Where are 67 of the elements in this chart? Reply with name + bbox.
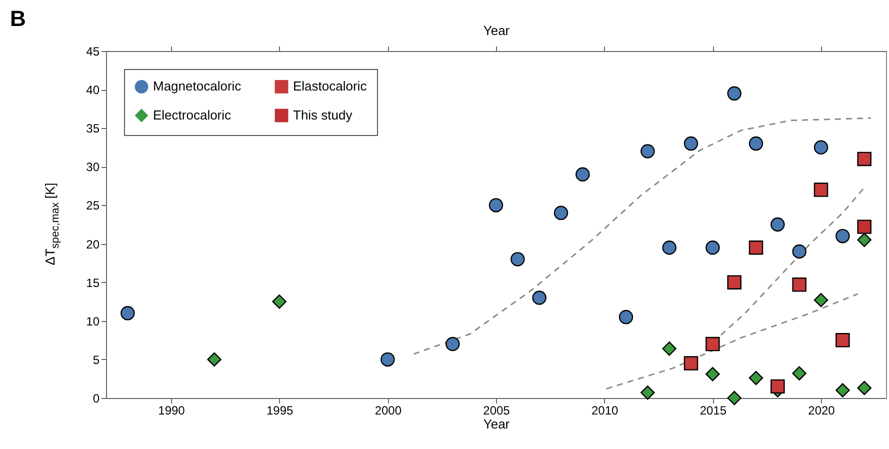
x-tick-label: 2020 bbox=[808, 404, 836, 418]
point bbox=[640, 144, 655, 158]
point bbox=[510, 252, 525, 266]
point bbox=[770, 379, 785, 394]
y-tick-label: 0 bbox=[92, 392, 100, 406]
point bbox=[857, 152, 872, 166]
y-tick-label: 40 bbox=[86, 83, 100, 98]
point bbox=[814, 292, 828, 308]
point bbox=[207, 352, 222, 367]
point bbox=[857, 232, 872, 248]
x-tick-label: 1995 bbox=[266, 404, 294, 418]
x-tick-label: 1990 bbox=[158, 404, 186, 418]
point bbox=[727, 390, 742, 406]
x-tick-label: 2000 bbox=[374, 404, 402, 418]
y-tick-label: 25 bbox=[86, 198, 100, 213]
x-tick-label: 2010 bbox=[591, 404, 619, 418]
point bbox=[792, 244, 806, 259]
point bbox=[706, 366, 720, 382]
point bbox=[380, 352, 395, 367]
point bbox=[662, 342, 676, 356]
x-tick-label: 2005 bbox=[483, 404, 510, 418]
point bbox=[706, 240, 720, 255]
y-tick-label: 15 bbox=[86, 276, 100, 290]
point bbox=[727, 86, 742, 101]
y-tick-label: 30 bbox=[86, 160, 100, 174]
x-axis-title: Year bbox=[483, 416, 510, 432]
point bbox=[120, 306, 135, 320]
point bbox=[836, 228, 850, 244]
point bbox=[706, 336, 720, 352]
point bbox=[532, 290, 546, 305]
y-tick-label: 5 bbox=[92, 352, 100, 367]
point bbox=[684, 136, 698, 151]
point bbox=[770, 217, 785, 232]
text: B bbox=[10, 6, 26, 32]
point bbox=[857, 380, 872, 396]
point bbox=[488, 198, 504, 212]
point bbox=[727, 275, 742, 290]
point bbox=[814, 140, 828, 154]
line-series bbox=[412, 117, 872, 355]
point bbox=[748, 370, 764, 386]
point bbox=[272, 294, 286, 309]
point bbox=[554, 206, 568, 220]
point bbox=[814, 182, 828, 197]
legend-label: Elastocaloric bbox=[293, 78, 368, 94]
x-tick-label: 2015 bbox=[700, 404, 727, 418]
point bbox=[618, 310, 634, 324]
point bbox=[640, 385, 655, 400]
point bbox=[684, 356, 698, 370]
legend-label: Electrocaloric bbox=[153, 108, 232, 122]
point bbox=[662, 240, 676, 255]
legend-label: This study bbox=[293, 108, 353, 122]
x2-axis-title: Year bbox=[483, 23, 510, 38]
y-tick-label: 45 bbox=[86, 44, 100, 58]
point bbox=[446, 336, 460, 352]
legend-label: Magnetocaloric bbox=[153, 78, 242, 94]
point bbox=[576, 167, 590, 182]
point bbox=[748, 240, 764, 255]
point bbox=[748, 136, 764, 151]
point bbox=[792, 366, 806, 380]
point bbox=[836, 383, 850, 398]
y-tick-label: 10 bbox=[86, 314, 100, 328]
point bbox=[836, 333, 850, 348]
line-series bbox=[606, 293, 859, 390]
y-tick-label: 35 bbox=[86, 122, 100, 136]
point bbox=[857, 220, 872, 234]
y-tick-label: 20 bbox=[86, 237, 100, 252]
point bbox=[792, 278, 806, 292]
